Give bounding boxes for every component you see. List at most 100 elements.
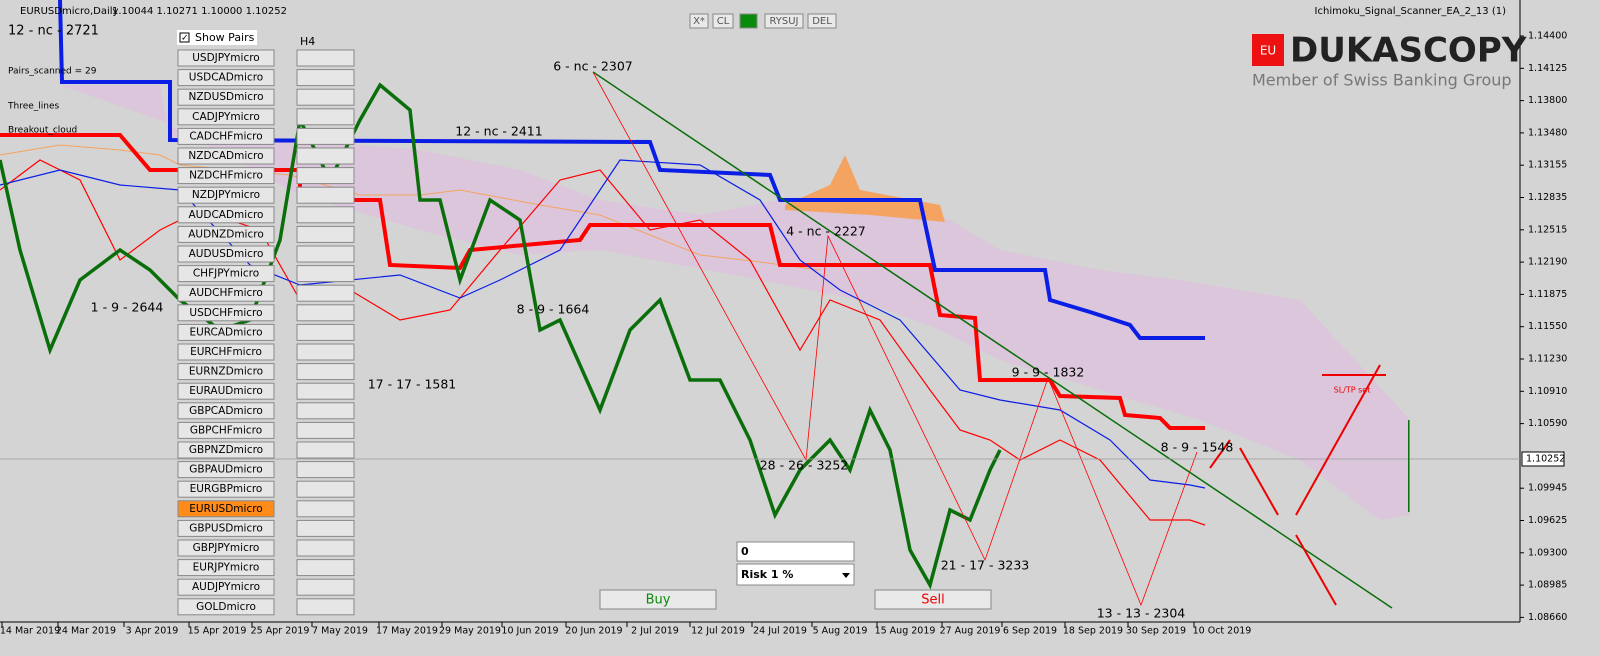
pair-button[interactable] (177, 147, 275, 165)
h4-button[interactable] (296, 265, 355, 283)
h4-button[interactable] (296, 343, 355, 361)
toolbar-button[interactable] (764, 13, 804, 29)
pair-button[interactable] (177, 559, 275, 577)
pair-button[interactable] (177, 323, 275, 341)
pair-button[interactable] (177, 382, 275, 400)
pair-button[interactable] (177, 480, 275, 498)
h4-button[interactable] (296, 421, 355, 439)
h4-button[interactable] (296, 108, 355, 126)
sell-label: Sell (921, 593, 944, 608)
checkbox[interactable] (179, 32, 190, 43)
pair-button[interactable] (177, 108, 275, 126)
price-label: 1.11875 (1528, 289, 1567, 300)
pair-button[interactable] (177, 402, 275, 420)
toolbar-button[interactable] (807, 13, 837, 29)
lots-value: 0 (741, 545, 749, 558)
show-pairs-label: Show Pairs (195, 31, 255, 44)
pair-button[interactable] (177, 225, 275, 243)
h4-button[interactable] (296, 382, 355, 400)
toolbar-color[interactable] (739, 13, 758, 29)
pair-label: GBPCHFmicro (190, 424, 262, 436)
h4-button[interactable] (296, 578, 355, 596)
price-label: 1.08660 (1528, 612, 1567, 623)
annotation: 13 - 13 - 2304 (1097, 606, 1186, 621)
h4-button[interactable] (296, 461, 355, 479)
h4-button[interactable] (296, 49, 355, 67)
price-label: 1.13480 (1528, 127, 1567, 138)
pair-button[interactable] (177, 186, 275, 204)
h4-button[interactable] (296, 88, 355, 106)
h4-button[interactable] (296, 480, 355, 498)
pair-button[interactable] (177, 127, 275, 145)
sell-button[interactable] (874, 589, 992, 610)
h4-button[interactable] (296, 304, 355, 322)
pair-label: GBPCADmicro (189, 405, 263, 417)
toolbar-button[interactable] (712, 13, 734, 29)
indicator-name: Ichimoku_Signal_Scanner_EA_2_13 (1) (1315, 6, 1507, 17)
buy-label: Buy (646, 593, 671, 608)
annotation: 9 - 9 - 1832 (1012, 365, 1085, 380)
pair-button[interactable] (177, 598, 275, 616)
pair-button[interactable] (177, 500, 275, 518)
h4-button[interactable] (296, 284, 355, 302)
h4-button[interactable] (296, 402, 355, 420)
pair-button[interactable] (177, 304, 275, 322)
h4-button[interactable] (296, 519, 355, 537)
h4-button[interactable] (296, 500, 355, 518)
h4-button[interactable] (296, 363, 355, 381)
h4-button[interactable] (296, 441, 355, 459)
h4-button[interactable] (296, 559, 355, 577)
price-label: 1.08985 (1528, 580, 1567, 591)
pair-button[interactable] (177, 167, 275, 185)
h4-button[interactable] (296, 206, 355, 224)
pair-button[interactable] (177, 284, 275, 302)
pair-button[interactable] (177, 206, 275, 224)
pair-button[interactable] (177, 461, 275, 479)
pair-button[interactable] (177, 421, 275, 439)
pair-label: GOLDmicro (196, 601, 256, 613)
pair-button[interactable] (177, 49, 275, 67)
toolbar-label: RYSUJ (769, 16, 798, 27)
pair-label: USDJPYmicro (192, 52, 259, 64)
pair-label: EURNZDmicro (189, 366, 263, 378)
pair-button[interactable] (177, 69, 275, 87)
pair-button[interactable] (177, 539, 275, 557)
pair-label: GBPNZDmicro (189, 444, 263, 456)
risk-select[interactable] (736, 563, 855, 586)
h4-button[interactable] (296, 186, 355, 204)
h4-button[interactable] (296, 147, 355, 165)
toolbar-button[interactable] (689, 13, 709, 29)
buy-button[interactable] (599, 589, 717, 610)
pair-button[interactable] (177, 519, 275, 537)
pair-button[interactable] (177, 441, 275, 459)
h4-button[interactable] (296, 127, 355, 145)
price-label: 1.11550 (1528, 321, 1567, 332)
check-mark: ✓ (181, 34, 189, 44)
h4-button[interactable] (296, 539, 355, 557)
pair-button[interactable] (177, 578, 275, 596)
lots-input[interactable] (736, 541, 855, 562)
h4-button[interactable] (296, 598, 355, 616)
current-price-box (1521, 451, 1565, 467)
pair-button[interactable] (177, 245, 275, 263)
h4-button[interactable] (296, 225, 355, 243)
date-label: 20 Jun 2019 (565, 626, 622, 637)
show-pairs-box[interactable] (177, 30, 257, 45)
date-label: 5 Aug 2019 (813, 626, 868, 637)
price-label: 1.11230 (1528, 354, 1567, 365)
h4-button[interactable] (296, 245, 355, 263)
trendline (592, 71, 1393, 609)
h4-button[interactable] (296, 323, 355, 341)
info-label: Pairs_scanned = 29 (8, 67, 97, 77)
pair-label: CHFJPYmicro (193, 268, 259, 280)
pair-button[interactable] (177, 343, 275, 361)
h4-button[interactable] (296, 167, 355, 185)
pair-button[interactable] (177, 265, 275, 283)
pair-label: AUDCHFmicro (189, 287, 263, 299)
pair-button[interactable] (177, 88, 275, 106)
annotation: 8 - 9 - 1548 (1161, 440, 1234, 455)
h4-button[interactable] (296, 69, 355, 87)
date-label: 17 May 2019 (376, 626, 438, 637)
toolbar-label: CL (717, 16, 730, 27)
pair-button[interactable] (177, 363, 275, 381)
